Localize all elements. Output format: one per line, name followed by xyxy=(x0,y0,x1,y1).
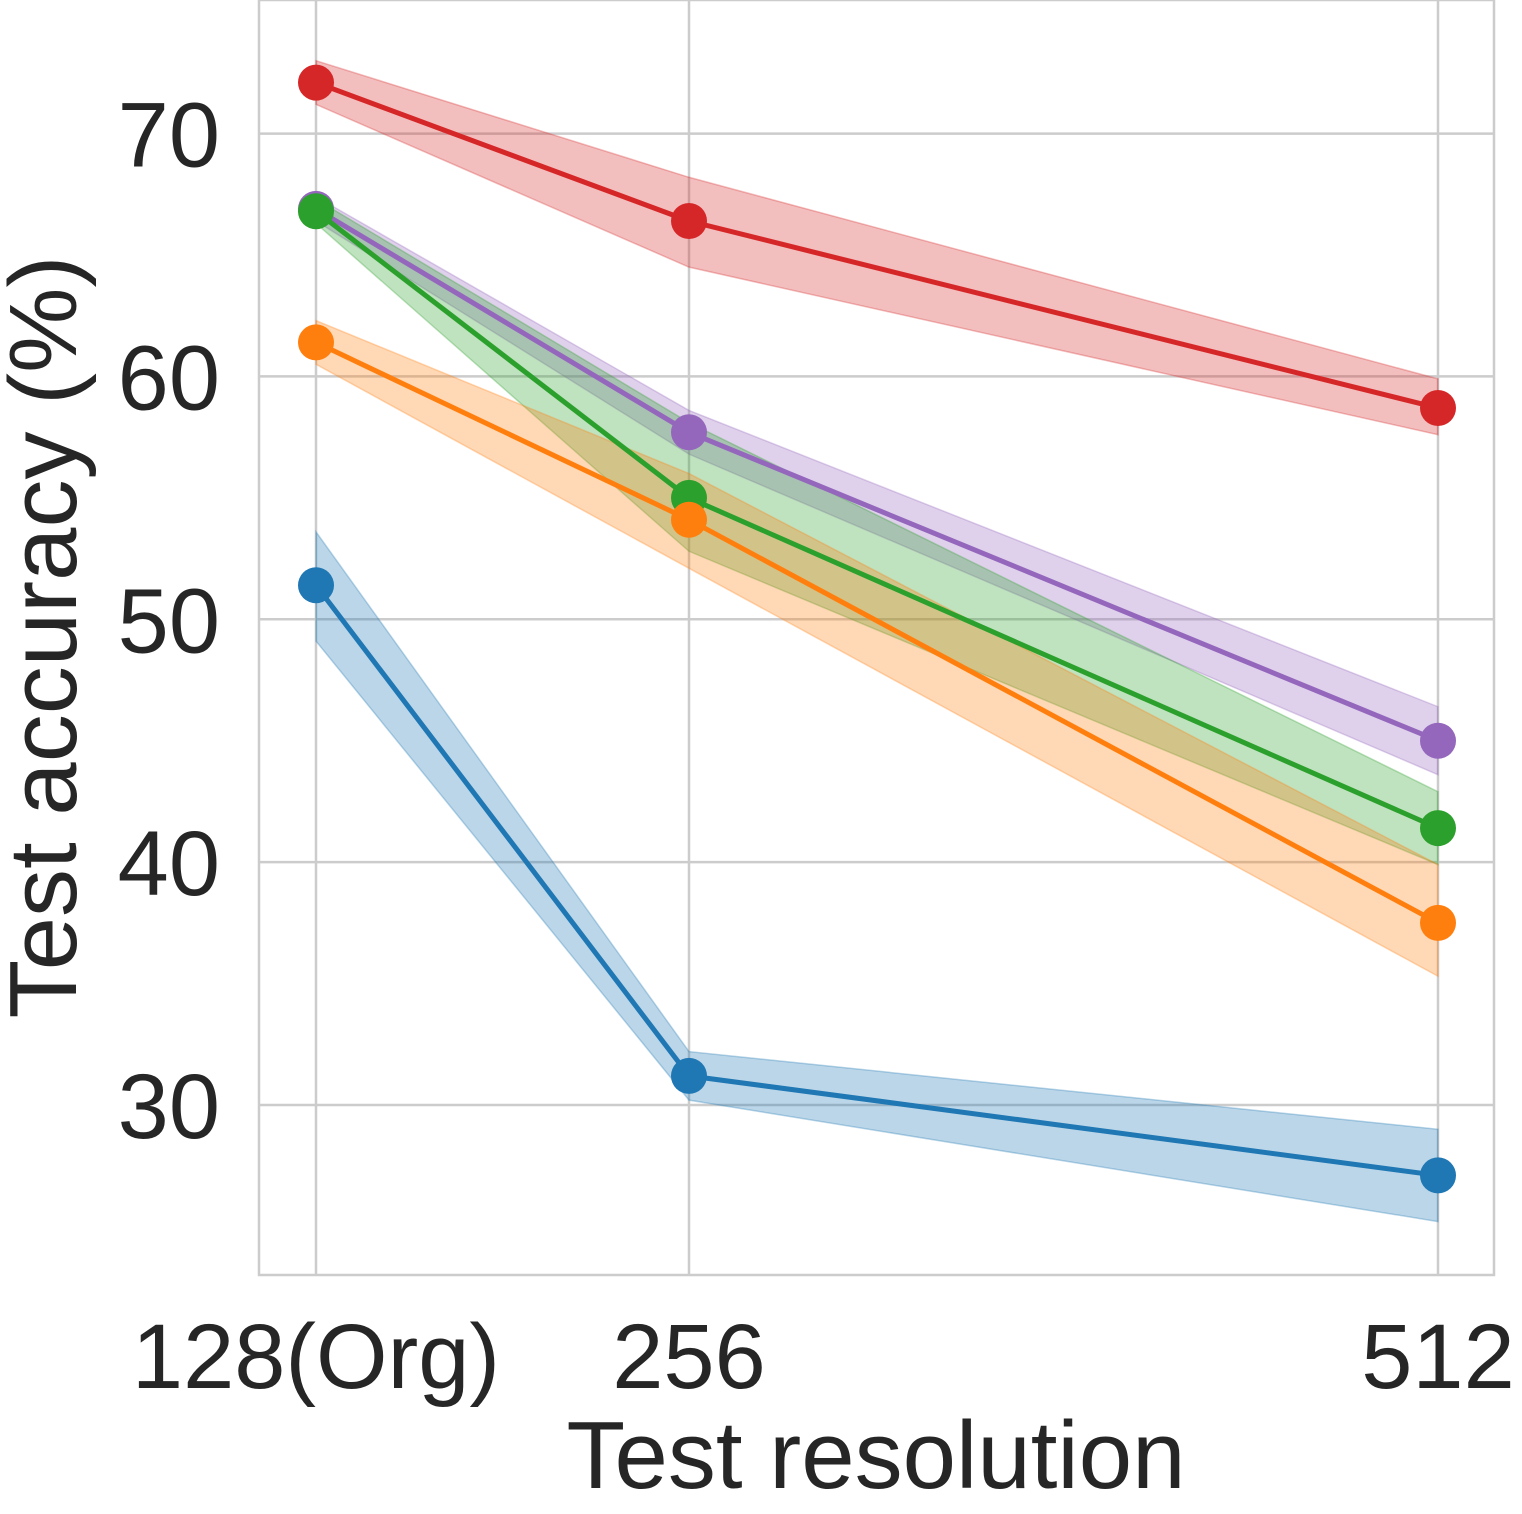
point-series-1 xyxy=(298,64,334,101)
point-series-5 xyxy=(1420,1157,1456,1194)
point-series-2 xyxy=(1420,722,1456,759)
plot-frame xyxy=(257,0,1496,1277)
confidence-band-series-1 xyxy=(315,59,1439,436)
point-series-5 xyxy=(298,567,334,604)
x-tick-label: 256 xyxy=(612,1306,766,1408)
x-tick-labels: 128(Org) 256 512 xyxy=(132,1306,1515,1408)
x-tick-label: 512 xyxy=(1361,1306,1515,1408)
y-tick-labels: 30 40 50 60 70 xyxy=(118,85,220,1158)
y-tick-label: 70 xyxy=(118,85,220,187)
point-series-1 xyxy=(671,203,707,239)
confidence-band-series-4 xyxy=(315,319,1439,978)
y-axis-label: Test accuracy (%) xyxy=(0,256,97,1019)
x-tick-label: 128(Org) xyxy=(132,1306,500,1408)
y-tick-label: 40 xyxy=(118,813,220,915)
point-series-4 xyxy=(1420,904,1456,941)
point-series-3 xyxy=(298,193,334,230)
point-series-4 xyxy=(671,501,707,538)
point-series-3 xyxy=(1420,810,1456,847)
point-series-2 xyxy=(671,414,707,451)
y-tick-label: 30 xyxy=(118,1056,220,1158)
point-series-1 xyxy=(1420,390,1456,426)
confidence-bands xyxy=(315,59,1439,1223)
y-tick-label: 50 xyxy=(118,570,220,672)
y-tick-label: 60 xyxy=(118,327,220,429)
point-series-4 xyxy=(298,324,334,361)
x-axis-label: Test resolution xyxy=(567,1402,1186,1509)
series-points xyxy=(298,64,1456,1194)
point-series-5 xyxy=(671,1057,707,1094)
